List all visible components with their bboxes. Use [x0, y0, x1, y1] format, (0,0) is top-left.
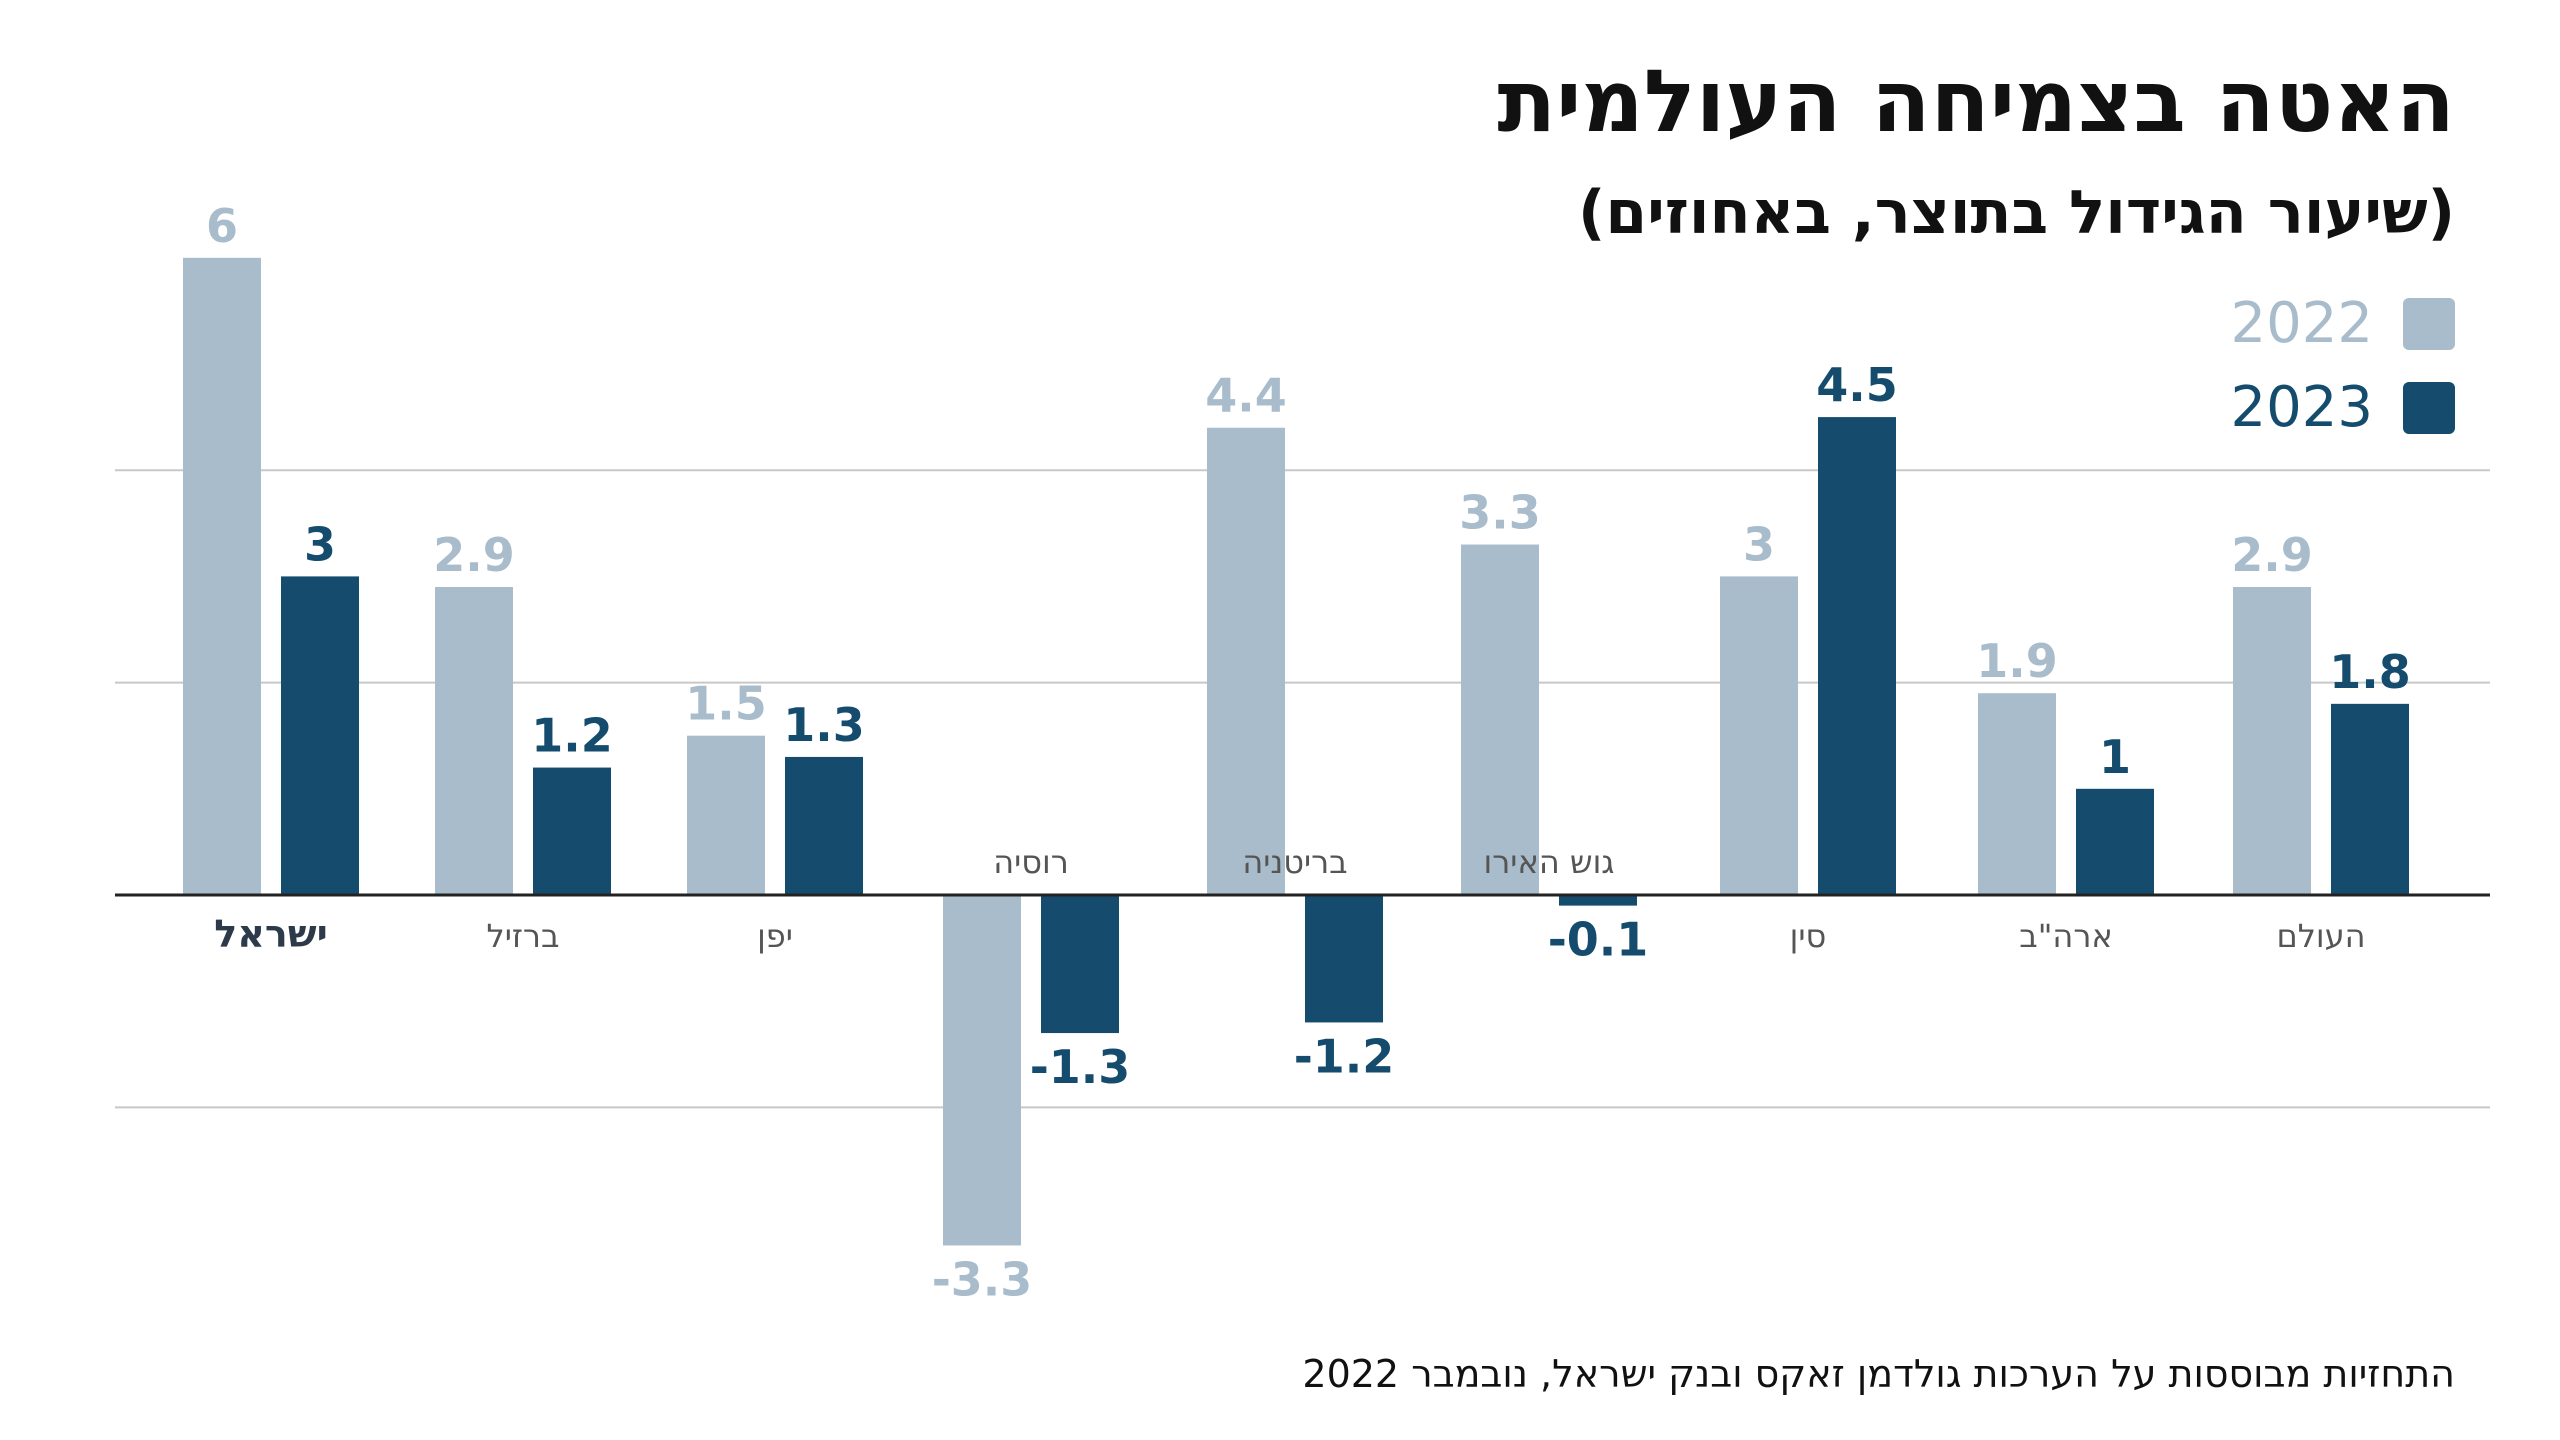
data-label-2023: -1.2	[1294, 1029, 1395, 1083]
data-label-2023: 4.5	[1816, 358, 1898, 412]
bar-2022	[1978, 693, 2056, 895]
data-label-2023: 1.2	[531, 709, 613, 763]
bar-2023	[2076, 788, 2154, 895]
bar-2023	[1559, 895, 1637, 906]
category-label: סין	[1790, 917, 1827, 955]
bar-2022	[687, 735, 765, 895]
category-label: רוסיה	[993, 843, 1069, 881]
bar-2022	[1207, 427, 1285, 895]
bar-2022	[1720, 576, 1798, 895]
data-label-2022: 3	[1743, 517, 1775, 571]
bar-2022	[435, 587, 513, 895]
legend-label-2022: 2022	[2230, 291, 2373, 356]
chart-subtitle: (שיעור הגידול בתוצר, באחוזים)	[1577, 178, 2455, 248]
data-label-2023: -0.1	[1548, 913, 1649, 967]
data-label-2022: 2.9	[433, 528, 515, 582]
bar-2023	[533, 767, 611, 895]
category-label: בריטניה	[1242, 843, 1347, 881]
bar-2023	[1305, 895, 1383, 1023]
data-label-2023: 1.3	[783, 698, 865, 752]
bar-2022	[1461, 544, 1539, 895]
bar-2023	[1041, 895, 1119, 1034]
bar-2022	[2233, 587, 2311, 895]
bar-2023	[785, 756, 863, 895]
data-label-2023: -1.3	[1030, 1040, 1131, 1094]
bar-2022	[943, 895, 1021, 1246]
category-label: העולם	[2276, 917, 2365, 955]
data-label-2023: 1	[2099, 730, 2131, 784]
legend-swatch-2023	[2403, 382, 2455, 434]
legend-item-2023: 2023	[2230, 374, 2455, 442]
data-label-2022: 3.3	[1459, 486, 1541, 540]
category-label: ברזיל	[487, 917, 560, 955]
data-label-2022: 1.5	[685, 677, 767, 731]
data-label-2023: 1.8	[2329, 645, 2411, 699]
category-label: גוש האירו	[1484, 843, 1615, 881]
data-label-2022: -3.3	[932, 1252, 1033, 1306]
data-label-2023: 3	[304, 517, 336, 571]
legend-swatch-2022	[2403, 298, 2455, 350]
chart-title: האטה בצמיחה העולמית	[1497, 52, 2455, 152]
bar-2022	[183, 257, 261, 895]
data-label-2022: 2.9	[2231, 528, 2313, 582]
chart-legend: 2022 2023	[2230, 290, 2455, 458]
category-label: יפן	[757, 917, 793, 955]
data-label-2022: 1.9	[1976, 634, 2058, 688]
source-footnote: התחזיות מבוססות על הערכות גולדמן זאקס וב…	[1302, 1352, 2455, 1396]
bar-2023	[281, 576, 359, 895]
data-label-2022: 4.4	[1205, 369, 1287, 423]
legend-item-2022: 2022	[2230, 290, 2455, 358]
category-label: ארה"ב	[2019, 917, 2113, 955]
bar-2023	[1818, 417, 1896, 895]
data-label-2022: 6	[206, 199, 238, 253]
bar-2023	[2331, 703, 2409, 895]
category-label: ישראל	[214, 912, 328, 956]
legend-label-2023: 2023	[2230, 375, 2373, 440]
